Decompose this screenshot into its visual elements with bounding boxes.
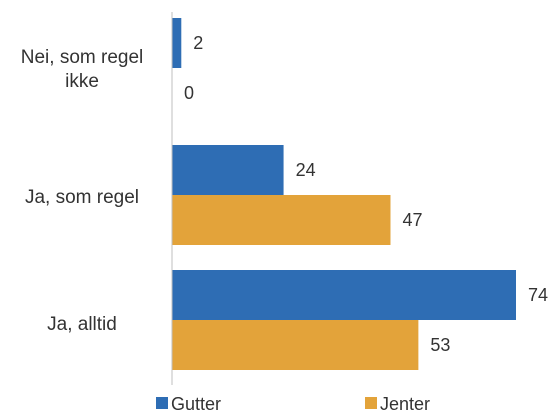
bar-jenter-1 <box>172 195 391 245</box>
category-label: Ja, som regel <box>25 187 139 208</box>
bar-gutter-0 <box>172 18 182 68</box>
legend-swatch-gutter <box>156 397 168 409</box>
bar-gutter-2 <box>172 270 516 320</box>
value-label: 53 <box>430 335 450 355</box>
bars <box>172 18 516 370</box>
category-label: Ja, alltid <box>47 314 117 335</box>
value-label: 24 <box>296 160 316 180</box>
bar-gutter-1 <box>172 145 284 195</box>
legend-label-jenter: Jenter <box>380 394 430 414</box>
category-labels: Nei, som regel ikke Ja, som regel Ja, allti… <box>21 47 144 335</box>
value-label: 0 <box>184 83 194 103</box>
value-labels: 2 24 74 0 47 53 <box>184 33 548 355</box>
category-label: Nei, som regel ikke <box>21 47 144 92</box>
legend-label-gutter: Gutter <box>171 394 221 414</box>
value-label: 2 <box>193 33 203 53</box>
value-label: 74 <box>528 285 548 305</box>
bar-jenter-2 <box>172 320 419 370</box>
value-label: 47 <box>402 210 422 230</box>
legend-swatch-jenter <box>365 397 377 409</box>
legend: Gutter Jenter <box>156 394 430 414</box>
